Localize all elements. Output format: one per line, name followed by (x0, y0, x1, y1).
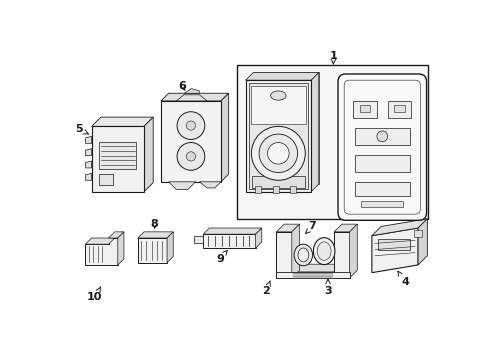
Circle shape (376, 131, 387, 142)
Circle shape (267, 143, 288, 164)
Polygon shape (85, 238, 118, 265)
Bar (360, 201, 403, 207)
Bar (91, 126, 143, 192)
Ellipse shape (317, 242, 330, 260)
Text: 10: 10 (87, 287, 102, 302)
Circle shape (251, 126, 305, 180)
Polygon shape (91, 117, 153, 126)
Polygon shape (276, 224, 299, 232)
Polygon shape (371, 228, 417, 273)
Text: 1: 1 (329, 50, 337, 64)
Polygon shape (276, 264, 357, 272)
Text: 8: 8 (151, 219, 158, 229)
Polygon shape (85, 238, 115, 244)
Polygon shape (245, 72, 318, 80)
Ellipse shape (270, 91, 285, 100)
Bar (387, 101, 410, 118)
Bar (353, 101, 376, 118)
Circle shape (259, 134, 297, 172)
Bar (203, 234, 255, 248)
Bar (99, 142, 136, 169)
Bar (254, 186, 261, 193)
Text: 5: 5 (75, 125, 88, 134)
Polygon shape (161, 93, 228, 101)
Bar (354, 182, 409, 195)
Bar (359, 105, 369, 112)
Polygon shape (333, 232, 349, 278)
Bar (393, 105, 404, 112)
Polygon shape (85, 136, 91, 143)
Polygon shape (276, 232, 291, 278)
Circle shape (186, 152, 195, 161)
Polygon shape (413, 230, 421, 237)
Polygon shape (371, 219, 427, 236)
Circle shape (186, 121, 195, 130)
Polygon shape (118, 232, 123, 265)
Polygon shape (221, 93, 228, 182)
Polygon shape (176, 95, 207, 101)
Ellipse shape (313, 238, 334, 265)
Polygon shape (291, 224, 299, 278)
Polygon shape (138, 232, 173, 238)
Polygon shape (203, 228, 261, 234)
Polygon shape (255, 228, 261, 248)
Text: 6: 6 (178, 81, 185, 91)
Polygon shape (167, 232, 173, 263)
Bar (251, 176, 305, 188)
Polygon shape (310, 72, 318, 192)
Bar (99, 174, 113, 185)
Bar (248, 83, 307, 189)
Polygon shape (85, 173, 91, 180)
Polygon shape (143, 117, 153, 192)
Bar (290, 186, 296, 193)
Text: 2: 2 (262, 281, 270, 296)
Polygon shape (276, 272, 349, 278)
Circle shape (177, 143, 204, 170)
Ellipse shape (293, 244, 312, 266)
Text: 9: 9 (216, 251, 227, 264)
Polygon shape (183, 89, 199, 93)
Polygon shape (351, 88, 424, 219)
Bar (354, 155, 409, 172)
Bar (250, 86, 305, 124)
Polygon shape (349, 224, 357, 278)
FancyBboxPatch shape (337, 74, 426, 220)
Bar (237, 65, 427, 219)
Bar (245, 80, 310, 192)
Text: 3: 3 (324, 279, 331, 296)
Bar (138, 238, 167, 263)
Polygon shape (199, 182, 221, 188)
Polygon shape (85, 161, 91, 168)
Text: 7: 7 (305, 221, 316, 234)
Polygon shape (333, 224, 357, 232)
Bar (377, 239, 409, 249)
Bar (354, 128, 409, 145)
Polygon shape (253, 72, 318, 184)
Bar (161, 101, 221, 182)
Ellipse shape (297, 248, 308, 262)
Polygon shape (168, 182, 195, 189)
Polygon shape (194, 236, 203, 243)
Circle shape (177, 112, 204, 139)
Polygon shape (417, 219, 427, 265)
Text: 4: 4 (397, 271, 408, 287)
Polygon shape (85, 149, 91, 156)
Polygon shape (108, 232, 123, 238)
Bar (272, 186, 278, 193)
